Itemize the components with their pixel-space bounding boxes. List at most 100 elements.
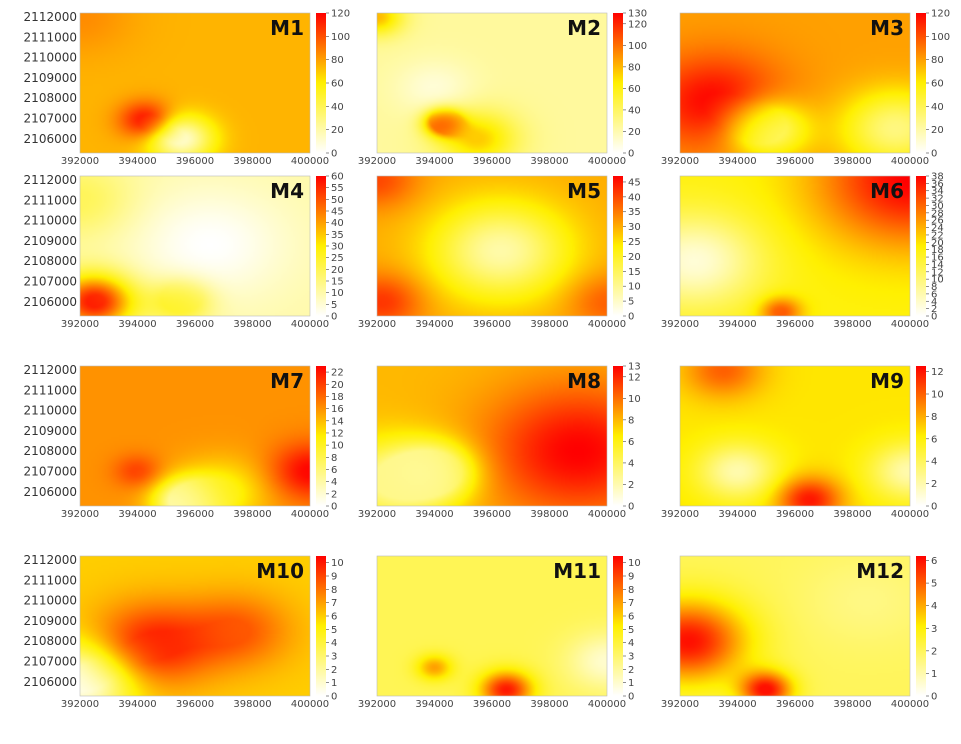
x-tick-label: 396000 [176,699,214,710]
colorbar-tick-label: 2 [331,665,337,676]
x-tick-label: 392000 [661,509,699,520]
colorbar-tick-label: 0 [931,502,937,513]
y-tick-label: 2107000 [24,275,77,289]
colorbar-tick-label: 5 [628,625,634,636]
colorbar-tick-label: 22 [931,230,944,241]
colorbar-tick-label: 10 [628,282,641,293]
colorbar-tick-label: 80 [931,55,944,66]
colorbar [916,176,926,316]
panel-label: M2 [567,16,601,40]
colorbar-tick-label: 2 [931,479,937,490]
y-tick-label: 2111000 [24,30,77,44]
colorbar-tick-label: 36 [931,179,944,190]
colorbar-tick-label: 0 [331,502,337,513]
x-tick-label: 396000 [776,156,814,167]
colorbar-tick-label: 28 [931,208,944,219]
plot-frame [376,555,608,697]
x-tick-label: 398000 [530,319,568,330]
colorbar-tick-label: 20 [628,252,641,263]
x-tick-label: 396000 [176,509,214,520]
colorbar-tick-label: 4 [331,477,337,488]
x-tick-label: 398000 [833,319,871,330]
x-tick-label: 398000 [233,699,271,710]
colorbar-tick-label: 100 [628,41,647,52]
colorbar-tick-label: 30 [628,222,641,233]
x-tick-label: 398000 [833,699,871,710]
x-tick-label: 396000 [176,156,214,167]
plot-frame [376,175,608,317]
x-tick-label: 394000 [118,699,156,710]
x-tick-label: 394000 [415,156,453,167]
y-tick-label: 2109000 [24,424,77,438]
y-tick-label: 2108000 [24,444,77,458]
colorbar-tick-label: 2 [931,304,937,315]
heatmap-surface [377,366,607,506]
colorbar [916,366,926,506]
colorbar [316,176,326,316]
colorbar-tick-label: 40 [628,105,641,116]
plot-frame [679,175,911,317]
y-tick-label: 2110000 [24,404,77,418]
colorbar-tick-label: 100 [931,32,950,43]
y-tick-label: 2106000 [24,295,77,309]
colorbar-tick-label: 100 [331,32,350,43]
colorbar-tick-label: 10 [331,288,344,299]
colorbar-tick-label: 9 [628,572,634,583]
colorbar-tick-label: 120 [931,9,950,20]
x-tick-label: 400000 [291,509,329,520]
plot-frame [376,12,608,154]
colorbar-tick-label: 38 [931,172,944,183]
x-tick-label: 400000 [291,156,329,167]
colorbar-tick-label: 18 [331,392,344,403]
colorbar-tick-label: 0 [331,312,337,323]
colorbar-tick-label: 6 [931,434,937,445]
colorbar-tick-label: 15 [628,267,641,278]
colorbar-tick-label: 60 [331,172,344,183]
colorbar-tick-label: 130 [628,9,647,20]
heatmap-surface [80,13,310,153]
heatmap-surface [377,13,607,153]
colorbar-tick-label: 12 [931,267,944,278]
colorbar-tick-label: 16 [931,253,944,264]
x-tick-label: 400000 [891,319,929,330]
colorbar-tick-label: 8 [931,282,937,293]
colorbar-tick-label: 4 [628,638,634,649]
colorbar-tick-label: 16 [331,404,344,415]
x-tick-label: 392000 [61,319,99,330]
x-tick-label: 394000 [718,699,756,710]
colorbar-tick-label: 13 [628,362,641,373]
x-tick-label: 392000 [61,509,99,520]
colorbar-tick-label: 60 [931,79,944,90]
x-tick-label: 394000 [415,699,453,710]
colorbar [613,13,623,153]
heatmap-surface [80,556,310,696]
colorbar-tick-label: 8 [628,415,634,426]
x-tick-label: 392000 [358,699,396,710]
panel-label: M11 [553,559,601,583]
x-tick-label: 392000 [661,319,699,330]
colorbar-tick-label: 0 [628,502,634,513]
plot-frame [679,12,911,154]
colorbar-tick-label: 120 [628,19,647,30]
x-tick-label: 396000 [776,319,814,330]
colorbar-tick-label: 0 [628,149,634,160]
plot-frame [79,175,311,317]
colorbar-tick-label: 9 [331,572,337,583]
heatmap-surface [680,13,910,153]
x-tick-label: 396000 [473,699,511,710]
colorbar [916,13,926,153]
y-tick-label: 2112000 [24,553,77,567]
x-tick-label: 398000 [233,319,271,330]
x-tick-label: 400000 [891,156,929,167]
x-tick-label: 400000 [588,319,626,330]
x-tick-label: 398000 [530,509,568,520]
colorbar-tick-label: 0 [331,149,337,160]
colorbar-tick-label: 5 [331,625,337,636]
heatmap-panel-4: M4 392000 394000 396000 398000 400000 2112000 2… [24,172,344,331]
heatmap-surface [680,366,910,506]
colorbar-tick-label: 60 [628,84,641,95]
colorbar-tick-label: 45 [331,207,344,218]
y-tick-label: 2109000 [24,234,77,248]
